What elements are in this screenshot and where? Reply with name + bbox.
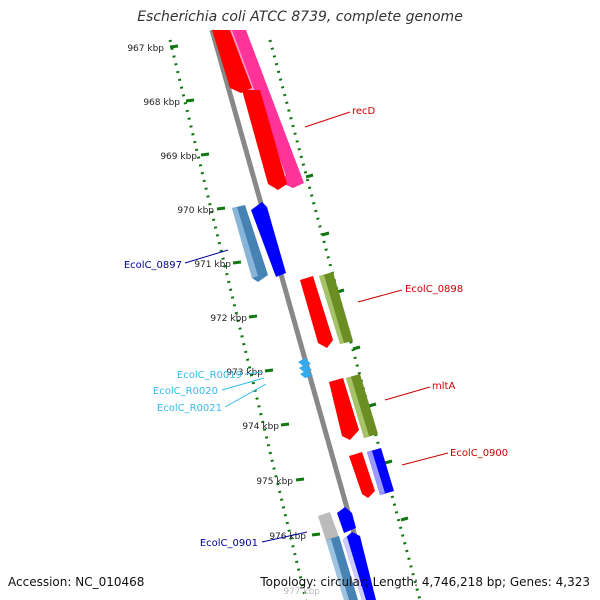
EcolC_0901-gene-bar-grey[interactable] — [318, 512, 340, 544]
map-title: Escherichia coli ATCC 8739, complete gen… — [137, 9, 463, 25]
genome-backbone — [209, 29, 376, 600]
EcolC_0897-cds-arrow[interactable] — [251, 202, 286, 277]
tick-label: 969 kbp — [160, 152, 197, 162]
feature-label-EcolC_R0020[interactable]: EcolC_R0020 — [153, 386, 218, 397]
EcolC_0901-cds-highlight — [343, 537, 366, 600]
feature-label-recD[interactable]: recD — [352, 106, 376, 117]
EcolC_0898-cds-arrow[interactable] — [300, 276, 333, 348]
feature-label-EcolC_0900[interactable]: EcolC_0900 — [450, 448, 508, 459]
tick-label: 967 kbp — [127, 44, 164, 54]
mltA-cds-arrow[interactable] — [329, 378, 359, 440]
leader-lines — [184, 111, 449, 543]
right-track-dashes — [305, 173, 409, 522]
EcolC_0901-cds-arrow-top[interactable] — [337, 507, 356, 533]
rna-features[interactable] — [298, 358, 313, 378]
tick-label: 972 kbp — [210, 314, 247, 324]
tick-label: 970 kbp — [177, 206, 214, 216]
genome-summary-text: Topology: circular; Length: 4,746,218 bp… — [260, 575, 590, 589]
feature-label-EcolC_R0021[interactable]: EcolC_R0021 — [157, 403, 222, 414]
EcolC_0901-gene-bar-highlight — [326, 539, 349, 600]
feature-label-mltA[interactable]: mltA — [432, 381, 455, 392]
mltA-gene-bar-highlight — [346, 377, 369, 438]
tick-label: 974 kbp — [242, 422, 279, 432]
tick-label: 975 kbp — [256, 477, 293, 487]
EcolC_0900-cds-blue-highlight — [367, 451, 385, 495]
cds-red-arrow[interactable] — [242, 90, 287, 190]
EcolC_0897-gene-bar-highlight — [232, 207, 258, 278]
cds-red-arrow[interactable] — [212, 30, 252, 93]
tick-label: 973 kbp — [226, 368, 263, 378]
tick-label: 977 kbp — [283, 587, 320, 597]
tick-label: 968 kbp — [143, 98, 180, 108]
feature-label-EcolC_R0019[interactable]: EcolC_R0019 — [177, 370, 242, 381]
EcolC_0898-gene-bar-highlight — [319, 275, 344, 344]
left-dotted-track — [168, 39, 308, 600]
EcolC_0901-cds-arrow-bottom[interactable] — [343, 532, 376, 600]
feature-label-EcolC_0897[interactable]: EcolC_0897 — [124, 260, 182, 271]
tick-label: 971 kbp — [194, 260, 231, 270]
feature-label-EcolC_0898[interactable]: EcolC_0898 — [405, 284, 463, 295]
feature-label-EcolC_0901[interactable]: EcolC_0901 — [200, 538, 258, 549]
tick-marks — [169, 44, 321, 537]
EcolC_0900-cds-arrow[interactable] — [349, 452, 375, 498]
accession-text: Accession: NC_010468 — [8, 575, 145, 589]
tick-label: 976 kbp — [269, 532, 306, 542]
